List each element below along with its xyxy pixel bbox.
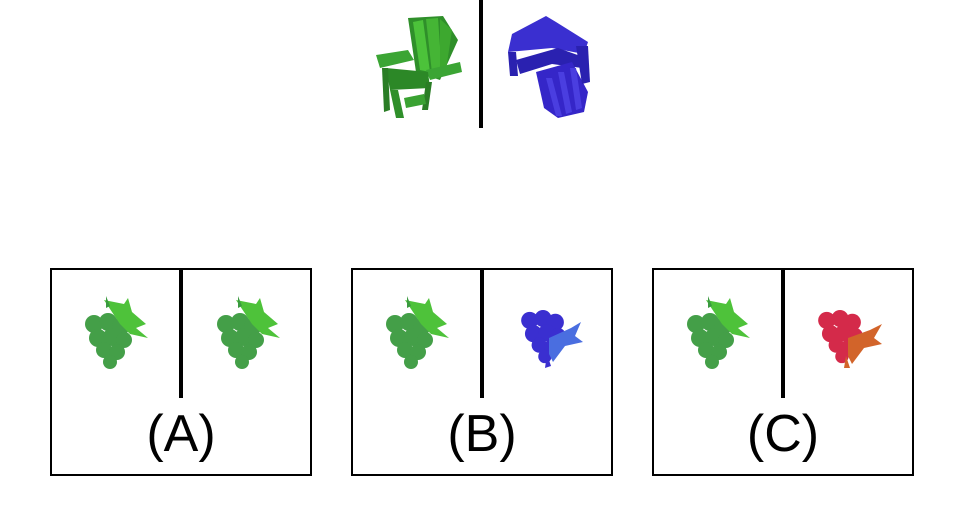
option-b[interactable]: (B): [351, 268, 613, 476]
option-b-label: (B): [447, 405, 517, 463]
green-grapes-icon: [76, 294, 156, 370]
blue-grapes-icon: [509, 298, 589, 374]
green-grapes-icon: [377, 294, 457, 370]
option-c-divider: [781, 270, 785, 398]
green-grapes-icon: [678, 294, 758, 370]
red-grapes-icon: [810, 298, 890, 374]
option-a[interactable]: (A): [50, 268, 312, 476]
top-divider: [479, 0, 483, 128]
green-chair-icon: [368, 10, 463, 120]
option-a-divider: [179, 270, 183, 398]
option-b-divider: [480, 270, 484, 398]
blue-chair-icon: [502, 12, 596, 120]
green-grapes-icon: [208, 294, 288, 370]
option-c-label: (C): [746, 405, 820, 463]
option-c[interactable]: (C): [652, 268, 914, 476]
option-a-label: (A): [146, 405, 216, 463]
